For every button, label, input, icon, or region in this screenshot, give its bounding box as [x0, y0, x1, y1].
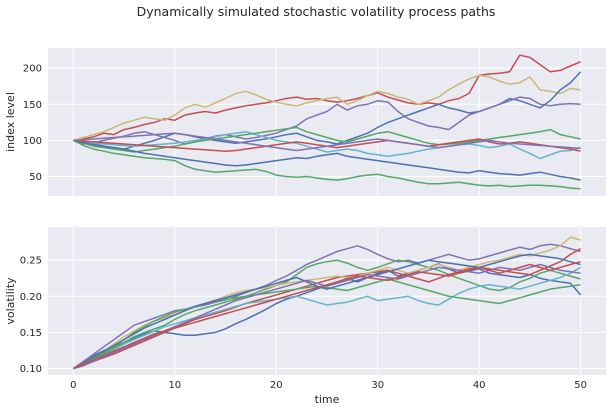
series-line-7	[73, 278, 581, 370]
series-line-7	[73, 126, 581, 153]
y-tick-label: 200	[23, 64, 42, 75]
series-line-8	[73, 253, 581, 370]
y-tick-label: 0.10	[20, 364, 42, 375]
x-axis-label: time	[315, 393, 340, 406]
x-tick-label: 10	[168, 380, 181, 391]
series-line-2	[72, 243, 581, 370]
y-tick-label: 0.25	[20, 256, 42, 267]
y-axis-label: index level	[4, 92, 17, 152]
x-tick-label: 30	[371, 380, 384, 391]
series-line-5	[73, 139, 581, 190]
volatility-panel: 0.10 0.15 0.20 0.25 0 10 20 30 40 50 volatility tim…	[4, 227, 606, 406]
y-tick-label: 100	[23, 136, 42, 147]
series-line-4	[73, 248, 581, 370]
series-line-8	[73, 139, 581, 181]
x-tick-label: 40	[473, 380, 486, 391]
x-tick-label: 20	[270, 380, 283, 391]
index-level-panel: 50 100 150 200 index level	[4, 48, 606, 196]
y-axis-label: volatility	[4, 277, 17, 325]
y-tick-label: 0.20	[20, 292, 42, 303]
series-line-4	[73, 96, 581, 145]
x-tick-label: 50	[574, 380, 587, 391]
y-tick-label: 0.15	[20, 328, 42, 339]
series-line-10	[73, 132, 581, 152]
chart-title: Dynamically simulated stochastic volatil…	[137, 4, 496, 19]
series-line-2	[73, 74, 581, 142]
x-tick-label: 0	[70, 380, 76, 391]
series-line-9	[73, 263, 581, 370]
plot-background	[48, 227, 606, 375]
plot-background	[48, 48, 606, 196]
series-line-6	[73, 266, 581, 370]
series-line-1	[73, 54, 581, 142]
series-line-10	[73, 260, 581, 370]
series-line-3	[73, 259, 581, 370]
y-tick-label: 50	[29, 172, 42, 183]
series-line-6	[73, 130, 581, 160]
y-tick-label: 150	[23, 100, 42, 111]
